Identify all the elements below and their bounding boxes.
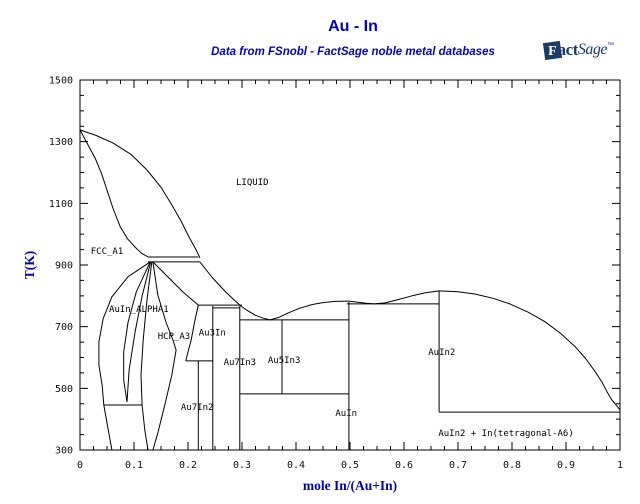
boundary-hcp-left-outer [140,261,153,451]
x-axis-title: mole In/(Au+In) [303,478,397,493]
y-tick-label: 1300 [49,137,73,148]
x-tick-label: 0.3 [233,460,251,471]
y-tick-label: 900 [55,261,73,272]
x-tick-label: 0.2 [179,460,197,471]
region-label-au7in2: Au7In2 [181,403,214,413]
y-axis-title: T(K) [22,251,37,280]
y-tick-label: 500 [55,384,73,395]
y-tick-label: 300 [55,446,73,457]
boundary-liquidus-auin-auin2 [348,290,440,305]
region-label-auin2: AuIn2 [428,348,455,358]
boundary-liquidus-valley [239,300,349,321]
region-label-auin: AuIn [335,409,357,419]
factsage-logo-fact: act [557,40,579,59]
axis-ticks [79,79,621,451]
region-label-fcc-a1: FCC_A1 [91,247,124,257]
x-tick-label: 0.9 [557,460,575,471]
factsage-logo: FactSage™ [542,40,614,64]
x-tick-label: 1 [617,460,623,471]
boundary-liquidus-mid [199,261,241,306]
boundary-solidus-fcc [79,129,149,258]
y-tick-label: 1500 [49,76,73,87]
factsage-f-icon: F [542,40,562,60]
x-tick-label: 0.8 [503,460,521,471]
region-label-hcp-a3: HCP_A3 [158,332,191,342]
boundary-liquidus-in-side [439,290,621,411]
y-tick-label: 700 [55,322,73,333]
x-tick-label: 0.6 [395,460,413,471]
boundary-hcp-right [152,261,199,362]
chart-title: Au - In [328,18,378,35]
boundary-alpha1-left [123,261,151,402]
plot-frame [79,79,621,451]
region-label-auin-alpha1: AuIn_ALPHA1 [109,305,169,315]
region-label-auin2-in-tetragonal-a6-: AuIn2 + In(tetragonal-A6) [438,429,573,439]
x-tick-label: 0.1 [125,460,143,471]
x-tick-label: 0.4 [287,460,305,471]
chart-subtitle: Data from FSnobl - FactSage noble metal … [211,46,495,58]
factsage-logo-sage: Sage [577,41,608,58]
x-tick-label: 0 [77,460,83,471]
x-tick-label: 0.7 [449,460,467,471]
trademark-symbol: ™ [607,42,614,49]
region-label-au7in3: Au7In3 [224,358,257,368]
boundary-alpha1-right [126,261,152,402]
region-label-liquid: LIQUID [236,178,269,188]
x-tick-label: 0.5 [341,460,359,471]
region-label-au3in: Au3In [199,329,226,339]
boundary-hcp-left [152,261,177,451]
y-tick-label: 1100 [49,199,73,210]
boundary-liquidus-au-side [79,129,201,259]
boundary-fcc-solvus [98,261,151,451]
region-label-au5in3: Au5In3 [268,356,301,366]
